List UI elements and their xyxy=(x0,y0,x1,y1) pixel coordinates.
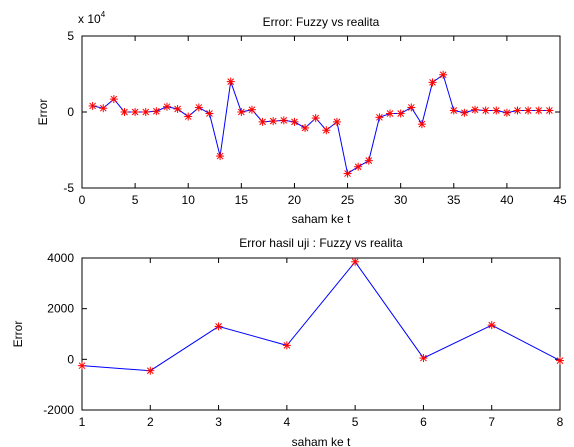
x-tick-label: 45 xyxy=(553,193,567,207)
data-point xyxy=(146,366,155,375)
data-point xyxy=(131,108,140,116)
data-point xyxy=(524,106,533,115)
x-tick-label: 40 xyxy=(500,193,514,207)
data-point xyxy=(279,116,288,125)
x-tick-label: 20 xyxy=(288,193,302,207)
data-point xyxy=(534,106,543,115)
ticks-bottom: 1 2 3 4 5 6 7 8 -2000 0 2000 4000 xyxy=(43,251,563,429)
data-point xyxy=(343,169,352,178)
x-tick-label: 10 xyxy=(182,193,196,207)
data-point xyxy=(269,117,278,126)
data-point xyxy=(471,105,480,114)
data-point xyxy=(419,354,428,363)
data-point xyxy=(99,104,108,113)
data-point xyxy=(141,108,150,116)
data-point xyxy=(481,106,490,115)
x-tick-label: 4 xyxy=(284,415,291,429)
data-point xyxy=(428,78,437,87)
y-tick-label: -5 xyxy=(63,181,74,195)
data-point xyxy=(351,257,360,266)
data-point xyxy=(311,114,320,123)
exponent-label: x 104 xyxy=(78,10,106,26)
data-point xyxy=(78,361,86,370)
x-tick-label: 7 xyxy=(488,415,495,429)
data-point xyxy=(492,106,501,115)
y-tick-label: 0 xyxy=(67,352,74,366)
chart-title-bottom: Error hasil uji : Fuzzy vs realita xyxy=(239,236,403,250)
x-tick-label: 0 xyxy=(79,193,86,207)
y-tick-label: -2000 xyxy=(43,403,74,417)
data-point xyxy=(237,108,246,116)
x-tick-label: 15 xyxy=(235,193,249,207)
x-tick-label: 30 xyxy=(394,193,408,207)
data-point xyxy=(88,101,97,110)
data-point xyxy=(375,113,384,122)
data-point xyxy=(502,108,511,117)
data-point xyxy=(184,112,193,121)
data-point xyxy=(417,120,426,129)
data-point xyxy=(396,109,405,118)
series-top xyxy=(88,70,554,178)
series-bottom xyxy=(78,257,564,375)
data-point xyxy=(556,356,564,365)
data-point xyxy=(386,109,395,118)
x-tick-label: 25 xyxy=(341,193,355,207)
y-axis-label-top: Error xyxy=(36,99,50,126)
x-tick-label: 5 xyxy=(352,415,359,429)
data-point xyxy=(449,106,458,115)
data-point xyxy=(216,152,225,161)
data-point xyxy=(439,70,448,79)
data-point xyxy=(354,162,363,171)
data-point xyxy=(152,107,161,116)
data-point xyxy=(407,103,416,112)
x-tick-label: 5 xyxy=(132,193,139,207)
data-point xyxy=(194,103,203,112)
data-point xyxy=(173,104,182,113)
data-point xyxy=(364,156,373,165)
data-point xyxy=(214,322,223,331)
chart-title-top: Error: Fuzzy vs realita xyxy=(263,15,380,29)
chart-top: Error: Fuzzy vs realita x 104 saham ke t… xyxy=(36,10,567,226)
data-point xyxy=(282,341,291,350)
x-axis-label-top: saham ke t xyxy=(292,212,351,226)
y-tick-label: 4000 xyxy=(47,251,74,265)
y-tick-label: 5 xyxy=(67,29,74,43)
data-point xyxy=(258,117,267,126)
data-point xyxy=(247,105,256,114)
plot-area-bottom xyxy=(81,257,561,411)
data-point xyxy=(487,321,496,330)
x-tick-label: 1 xyxy=(79,415,86,429)
data-point xyxy=(545,106,554,115)
y-axis-label-bottom: Error xyxy=(11,321,25,348)
chart-bottom: Error hasil uji : Fuzzy vs realita saham… xyxy=(11,236,564,447)
ticks-top: 0 5 10 15 20 25 30 35 40 45 -5 0 5 xyxy=(63,29,567,207)
series-line xyxy=(81,260,561,372)
x-tick-label: 2 xyxy=(147,415,154,429)
data-point xyxy=(332,117,341,126)
y-tick-label: 2000 xyxy=(47,302,74,316)
x-tick-label: 6 xyxy=(420,415,427,429)
x-tick-label: 3 xyxy=(215,415,222,429)
data-point xyxy=(290,117,299,126)
data-point xyxy=(460,108,469,117)
x-axis-label-bottom: saham ke t xyxy=(292,435,351,447)
x-tick-label: 35 xyxy=(447,193,461,207)
data-point xyxy=(226,77,235,86)
plot-area-top xyxy=(81,35,561,189)
data-point xyxy=(120,108,129,116)
data-point xyxy=(109,95,118,104)
data-point xyxy=(513,106,522,115)
y-tick-label: 0 xyxy=(67,105,74,119)
data-point xyxy=(322,126,331,135)
data-point xyxy=(301,123,310,132)
x-tick-label: 8 xyxy=(557,415,564,429)
data-point xyxy=(162,102,171,111)
data-point xyxy=(205,109,214,118)
